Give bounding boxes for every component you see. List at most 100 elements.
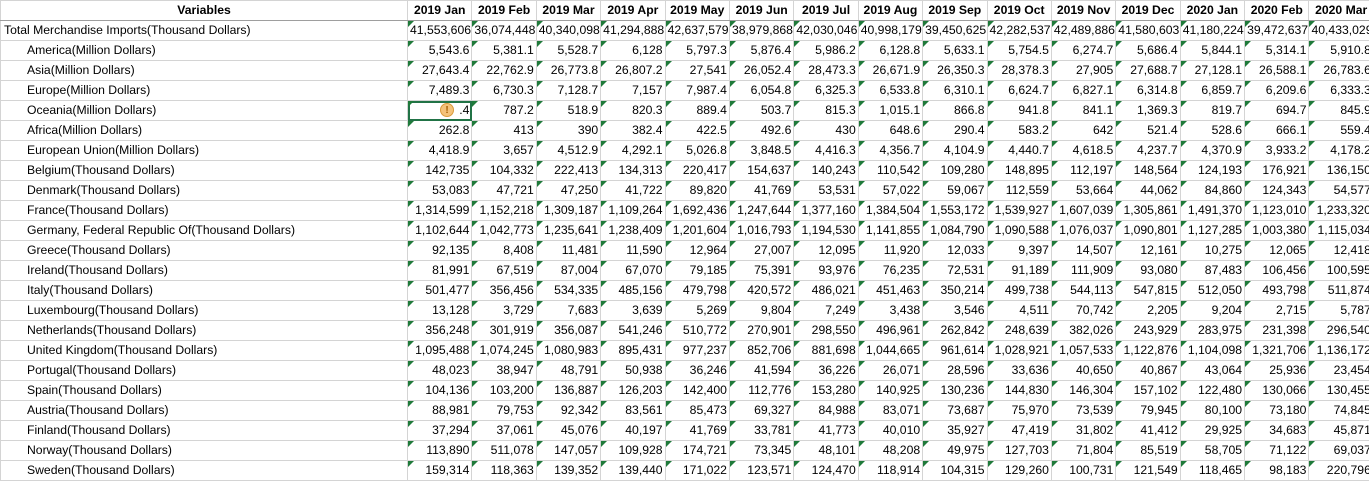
data-cell[interactable]: 48,023: [406, 360, 473, 381]
row-label-cell[interactable]: Sweden(Thousand Dollars): [0, 460, 408, 481]
row-label-cell[interactable]: Denmark(Thousand Dollars): [0, 180, 408, 201]
data-cell[interactable]: 33,636: [986, 360, 1052, 381]
data-cell[interactable]: 1,314,599: [406, 200, 473, 221]
data-cell[interactable]: 121,549: [1115, 460, 1181, 481]
data-cell[interactable]: 112,776: [728, 380, 795, 401]
data-cell[interactable]: 1,115,034: [1308, 220, 1369, 241]
data-cell[interactable]: 35,927: [922, 420, 988, 441]
data-cell[interactable]: 4,370.9: [1179, 140, 1246, 161]
data-cell[interactable]: 11,481: [535, 240, 602, 261]
data-cell[interactable]: 5,381.1: [471, 40, 537, 61]
data-cell[interactable]: 41,412: [1115, 420, 1181, 441]
data-cell[interactable]: 1,384,504: [857, 200, 924, 221]
data-cell[interactable]: 104,315: [922, 460, 988, 481]
data-cell[interactable]: 7,249: [793, 300, 859, 321]
data-cell[interactable]: 41,769: [728, 180, 795, 201]
data-cell[interactable]: 71,122: [1244, 440, 1310, 461]
row-label-cell[interactable]: Luxembourg(Thousand Dollars): [0, 300, 408, 321]
data-cell[interactable]: 36,074,448: [471, 20, 537, 41]
data-cell[interactable]: 243,929: [1115, 320, 1181, 341]
data-cell[interactable]: 4,237.7: [1115, 140, 1181, 161]
data-cell[interactable]: 977,237: [664, 340, 730, 361]
data-cell[interactable]: 47,250: [535, 180, 602, 201]
data-cell[interactable]: 1,136,172: [1308, 340, 1369, 361]
data-cell[interactable]: 88,981: [406, 400, 473, 421]
data-cell[interactable]: 889.4: [664, 100, 730, 121]
data-cell[interactable]: 262.8: [406, 120, 473, 141]
data-cell[interactable]: 420,572: [728, 280, 795, 301]
column-header[interactable]: 2019 Apr: [600, 0, 666, 21]
data-cell[interactable]: 1,042,773: [471, 220, 537, 241]
data-cell[interactable]: 8,408: [471, 240, 537, 261]
row-label-cell[interactable]: America(Million Dollars): [0, 40, 408, 61]
column-header[interactable]: 2019 Aug: [857, 0, 924, 21]
data-cell[interactable]: 112,559: [986, 180, 1052, 201]
data-cell[interactable]: 5,844.1: [1179, 40, 1246, 61]
data-cell[interactable]: 4,178.2: [1308, 140, 1369, 161]
data-cell[interactable]: 75,391: [728, 260, 795, 281]
data-cell[interactable]: 2,715: [1244, 300, 1310, 321]
data-cell[interactable]: 142,735: [406, 160, 473, 181]
row-label-cell[interactable]: Africa(Million Dollars): [0, 120, 408, 141]
data-cell[interactable]: 486,021: [793, 280, 859, 301]
data-cell[interactable]: 10,275: [1179, 240, 1246, 261]
data-cell[interactable]: 110,542: [857, 160, 924, 181]
data-cell[interactable]: 666.1: [1244, 120, 1310, 141]
data-cell[interactable]: 41,553,606: [406, 20, 473, 41]
data-cell[interactable]: 852,706: [728, 340, 795, 361]
data-cell[interactable]: 59,067: [922, 180, 988, 201]
data-cell[interactable]: 13,128: [406, 300, 473, 321]
data-cell[interactable]: 479,798: [664, 280, 730, 301]
data-cell[interactable]: 3,546: [922, 300, 988, 321]
data-cell[interactable]: 87,004: [535, 260, 602, 281]
data-cell[interactable]: 139,352: [535, 460, 602, 481]
row-label-cell[interactable]: Austria(Thousand Dollars): [0, 400, 408, 421]
data-cell[interactable]: 130,066: [1244, 380, 1310, 401]
column-header[interactable]: 2019 Feb: [471, 0, 537, 21]
data-cell[interactable]: 1,090,801: [1115, 220, 1181, 241]
data-cell[interactable]: 298,550: [793, 320, 859, 341]
data-cell[interactable]: 103,200: [471, 380, 537, 401]
data-cell[interactable]: 1,201,604: [664, 220, 730, 241]
row-label-cell[interactable]: Total Merchandise Imports(Thousand Dolla…: [0, 20, 408, 41]
data-cell[interactable]: 34,683: [1244, 420, 1310, 441]
data-cell[interactable]: 262,842: [922, 320, 988, 341]
data-cell[interactable]: 6,128.8: [857, 40, 924, 61]
column-header[interactable]: 2020 Feb: [1244, 0, 1310, 21]
data-cell[interactable]: 41,594: [728, 360, 795, 381]
data-cell[interactable]: 413: [471, 120, 537, 141]
data-cell[interactable]: 895,431: [600, 340, 666, 361]
data-cell[interactable]: 37,294: [406, 420, 473, 441]
data-cell[interactable]: 1,553,172: [922, 200, 988, 221]
data-cell[interactable]: 73,180: [1244, 400, 1310, 421]
data-cell[interactable]: 1,305,861: [1115, 200, 1181, 221]
data-cell[interactable]: 41,722: [600, 180, 666, 201]
data-cell[interactable]: 118,363: [471, 460, 537, 481]
data-cell[interactable]: 881,698: [793, 340, 859, 361]
data-cell[interactable]: 42,489,886: [1050, 20, 1117, 41]
data-cell[interactable]: 496,961: [857, 320, 924, 341]
data-cell[interactable]: 356,456: [471, 280, 537, 301]
data-cell[interactable]: 123,571: [728, 460, 795, 481]
data-cell[interactable]: 492.6: [728, 120, 795, 141]
data-cell[interactable]: 787.2: [471, 100, 537, 121]
data-cell[interactable]: 819.7: [1179, 100, 1246, 121]
data-cell[interactable]: 382.4: [600, 120, 666, 141]
data-cell[interactable]: 270,901: [728, 320, 795, 341]
row-label-cell[interactable]: Norway(Thousand Dollars): [0, 440, 408, 461]
data-cell[interactable]: 38,979,868: [728, 20, 795, 41]
data-cell[interactable]: 220,417: [664, 160, 730, 181]
data-cell[interactable]: 41,294,888: [600, 20, 666, 41]
row-label-cell[interactable]: Oceania(Million Dollars): [0, 100, 408, 121]
data-cell[interactable]: 14,507: [1050, 240, 1117, 261]
data-cell[interactable]: 7,987.4: [664, 80, 730, 101]
data-cell[interactable]: 118,914: [857, 460, 924, 481]
data-cell[interactable]: 28,378.3: [986, 60, 1052, 81]
data-cell[interactable]: 118,465: [1179, 460, 1246, 481]
data-cell[interactable]: 5,026.8: [664, 140, 730, 161]
data-cell[interactable]: 142,400: [664, 380, 730, 401]
column-header[interactable]: 2019 Jun: [728, 0, 795, 21]
data-cell[interactable]: 87,483: [1179, 260, 1246, 281]
data-cell[interactable]: 111,909: [1050, 260, 1117, 281]
data-cell[interactable]: 4,512.9: [535, 140, 602, 161]
